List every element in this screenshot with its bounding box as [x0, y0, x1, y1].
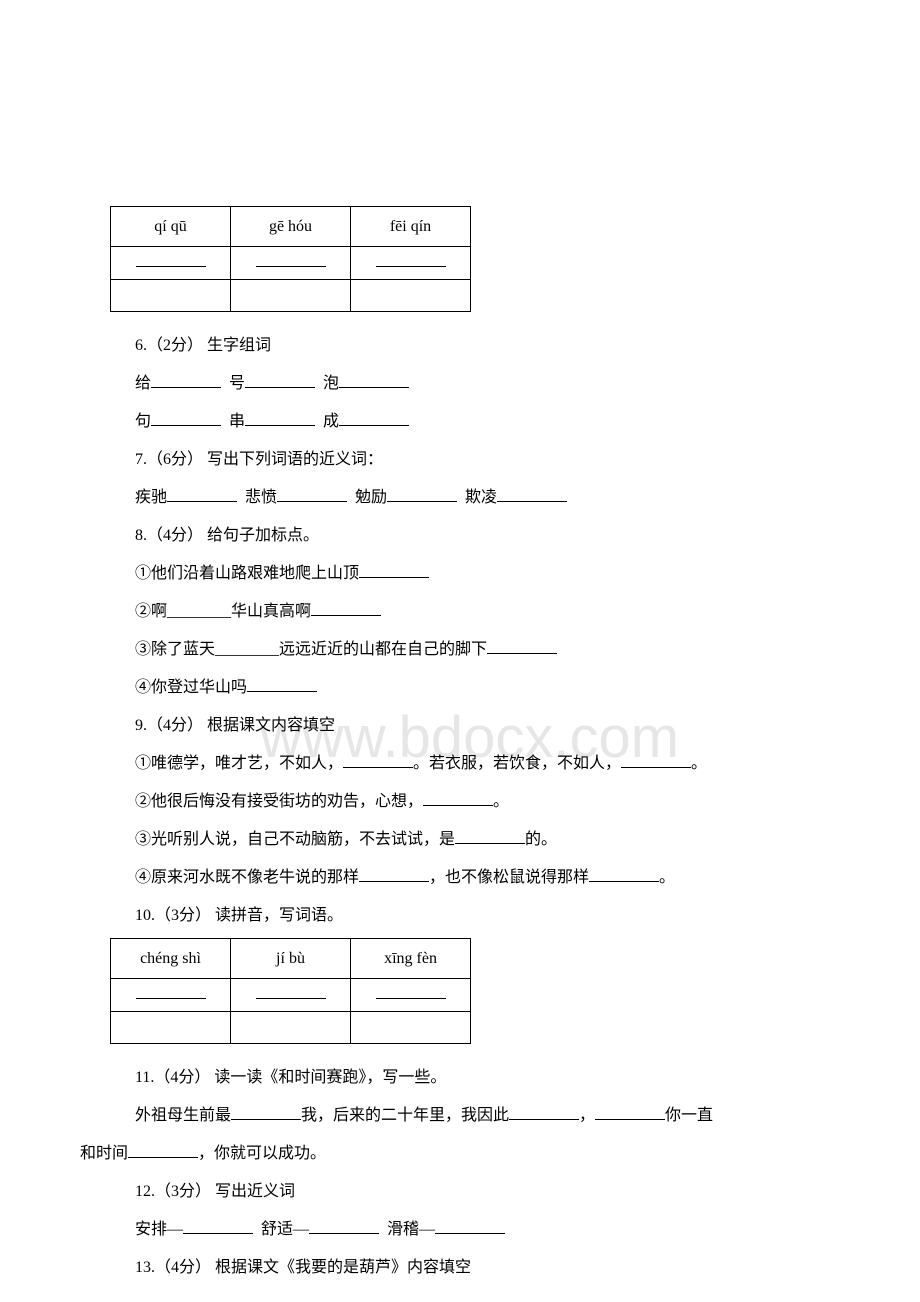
- q6-line2: 句 串 成: [135, 406, 840, 438]
- q6-line1: 给 号 泡: [135, 368, 840, 400]
- table1-header-1: gē hóu: [231, 207, 351, 247]
- q8-item1: ①他们沿着山路艰难地爬上山顶: [135, 558, 840, 590]
- q6-title: 6.（2分） 生字组词: [135, 330, 840, 362]
- table1-blank-row2-2: [351, 280, 471, 312]
- table1-header-2: fēi qín: [351, 207, 471, 247]
- table2-header-1: jí bù: [231, 939, 351, 979]
- table1-header-0: qí qū: [111, 207, 231, 247]
- q8-item2: ②啊________华山真高啊: [135, 596, 840, 628]
- table2-blank-row2-2: [351, 1012, 471, 1044]
- table2-header-0: chéng shì: [111, 939, 231, 979]
- table2-blank-row1-2: [351, 979, 471, 1012]
- table2-blank-row2-0: [111, 1012, 231, 1044]
- table1-blank-row1-2: [351, 247, 471, 280]
- table1-blank-row1-1: [231, 247, 351, 280]
- q11-text-line1: 外祖母生前最我，后来的二十年里，我因此，你一直: [135, 1100, 840, 1132]
- pinyin-table-1: qí qū gē hóu fēi qín: [110, 206, 471, 312]
- pinyin-table-2: chéng shì jí bù xīng fèn: [110, 938, 471, 1044]
- q10-title: 10.（3分） 读拼音，写词语。: [135, 900, 840, 932]
- table2-blank-row1-1: [231, 979, 351, 1012]
- q9-item3: ③光听别人说，自己不动脑筋，不去试试，是的。: [135, 824, 840, 856]
- q8-title: 8.（4分） 给句子加标点。: [135, 520, 840, 552]
- q12-title: 12.（3分） 写出近义词: [135, 1176, 840, 1208]
- table1-blank-row1-0: [111, 247, 231, 280]
- table2-blank-row1-0: [111, 979, 231, 1012]
- q11-title: 11.（4分） 读一读《和时间赛跑》，写一些。: [135, 1062, 840, 1094]
- q7-title: 7.（6分） 写出下列词语的近义词：: [135, 444, 840, 476]
- q11-text-line2: 和时间，你就可以成功。: [80, 1138, 840, 1170]
- table1-blank-row2-1: [231, 280, 351, 312]
- q9-item1: ①唯德学，唯才艺，不如人，。若衣服，若饮食，不如人，。: [135, 748, 840, 780]
- q12-words: 安排— 舒适— 滑稽—: [135, 1214, 840, 1246]
- q13-title: 13.（4分） 根据课文《我要的是葫芦》内容填空: [135, 1252, 840, 1284]
- q9-item4: ④原来河水既不像老牛说的那样，也不像松鼠说得那样。: [135, 862, 840, 894]
- table2-blank-row2-1: [231, 1012, 351, 1044]
- q7-words: 疾驰 悲愤 勉励 欺凌: [135, 482, 840, 514]
- table2-header-2: xīng fèn: [351, 939, 471, 979]
- q8-item3: ③除了蓝天________远远近近的山都在自己的脚下: [135, 634, 840, 666]
- table1-blank-row2-0: [111, 280, 231, 312]
- q8-item4: ④你登过华山吗: [135, 672, 840, 704]
- q9-item2: ②他很后悔没有接受街坊的劝告，心想，。: [135, 786, 840, 818]
- q9-title: 9.（4分） 根据课文内容填空: [135, 710, 840, 742]
